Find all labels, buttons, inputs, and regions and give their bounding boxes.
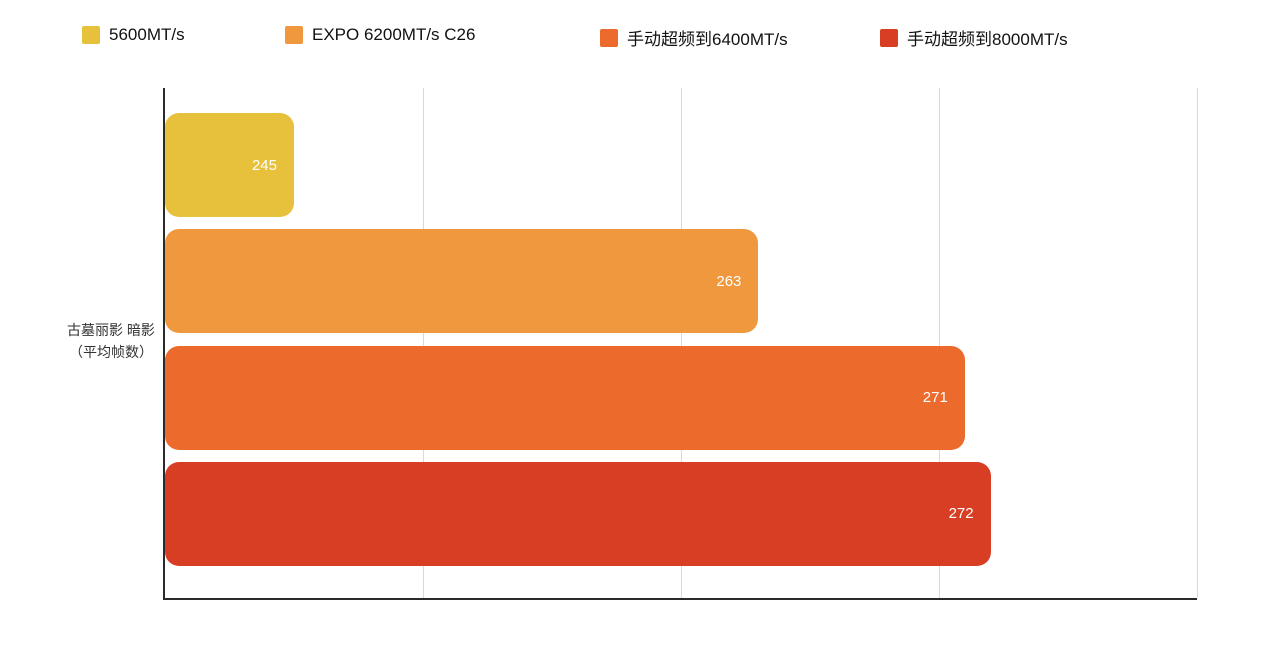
gridline <box>681 88 682 598</box>
bar-value-label: 272 <box>948 505 974 523</box>
gridline <box>1197 88 1198 598</box>
y-axis-label: 古墓丽影 暗影 （平均帧数） <box>55 320 167 363</box>
legend-label: EXPO 6200MT/s C26 <box>312 25 476 44</box>
bar: 272 <box>165 461 991 566</box>
bar-value-label: 263 <box>716 272 742 290</box>
legend-item: 手动超频到6400MT/s <box>600 25 788 50</box>
gridline <box>939 88 940 598</box>
bar: 245 <box>165 113 294 217</box>
legend-item: 手动超频到8000MT/s <box>880 25 1068 50</box>
legend-item: EXPO 6200MT/s C26 <box>285 25 475 45</box>
legend-label: 5600MT/s <box>109 25 185 44</box>
bar: 271 <box>165 345 965 450</box>
legend-label: 手动超频到6400MT/s <box>627 30 788 49</box>
chart-legend: 5600MT/s EXPO 6200MT/s C26 手动超频到6400MT/s 手动… <box>0 25 1280 49</box>
y-axis-label-line1: 古墓丽影 暗影 <box>67 322 155 338</box>
legend-item: 5600MT/s <box>82 25 185 45</box>
bar-value-label: 245 <box>251 156 277 174</box>
legend-label: 手动超频到8000MT/s <box>907 30 1068 49</box>
plot-area: 245 263 271 272 <box>163 88 1198 600</box>
bar: 263 <box>165 229 759 334</box>
bars-container: 245 263 271 272 <box>165 88 1197 598</box>
legend-swatch-icon <box>82 26 100 44</box>
legend-swatch-icon <box>600 28 618 47</box>
y-axis-label-line2: （平均帧数） <box>69 343 153 360</box>
legend-swatch-icon <box>880 28 898 47</box>
legend-swatch-icon <box>285 26 303 44</box>
gridline <box>423 88 424 598</box>
bar-value-label: 271 <box>922 389 948 407</box>
